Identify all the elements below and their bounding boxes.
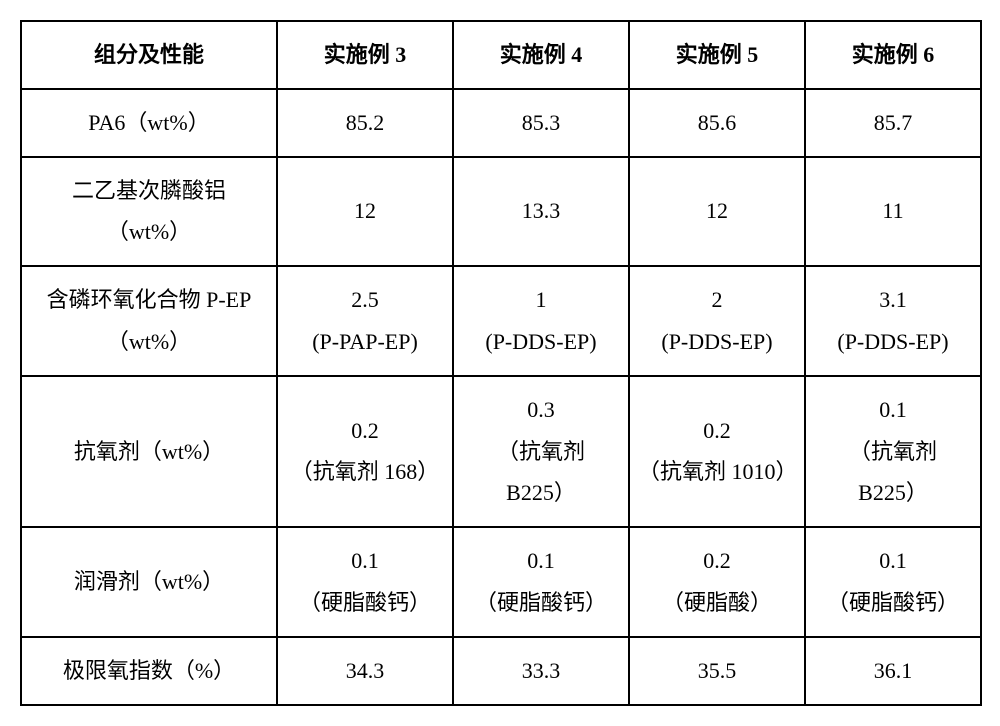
- table-row: 含磷环氧化合物 P-EP （wt%） 2.5 (P-PAP-EP) 1 (P-D…: [21, 266, 981, 376]
- col-header-label: 组分及性能: [21, 21, 277, 89]
- cell: 35.5: [629, 637, 805, 705]
- table-row: PA6（wt%） 85.2 85.3 85.6 85.7: [21, 89, 981, 157]
- cell: 13.3: [453, 157, 629, 267]
- cell: 3.1 (P-DDS-EP): [805, 266, 981, 376]
- col-header-ex4: 实施例 4: [453, 21, 629, 89]
- cell: 1 (P-DDS-EP): [453, 266, 629, 376]
- cell: 33.3: [453, 637, 629, 705]
- cell: 12: [277, 157, 453, 267]
- cell: 34.3: [277, 637, 453, 705]
- table-row: 抗氧剂（wt%） 0.2 （抗氧剂 168） 0.3 （抗氧剂 B225） 0.…: [21, 376, 981, 527]
- table-row: 二乙基次膦酸铝 （wt%） 12 13.3 12 11: [21, 157, 981, 267]
- cell: 0.3 （抗氧剂 B225）: [453, 376, 629, 527]
- table-row: 润滑剂（wt%） 0.1 （硬脂酸钙） 0.1 （硬脂酸钙） 0.2 （硬脂酸）…: [21, 527, 981, 637]
- row-label: 润滑剂（wt%）: [21, 527, 277, 637]
- cell: 85.6: [629, 89, 805, 157]
- header-row: 组分及性能 实施例 3 实施例 4 实施例 5 实施例 6: [21, 21, 981, 89]
- row-label: 含磷环氧化合物 P-EP （wt%）: [21, 266, 277, 376]
- cell: 2 (P-DDS-EP): [629, 266, 805, 376]
- row-label: 抗氧剂（wt%）: [21, 376, 277, 527]
- cell: 0.2 （抗氧剂 168）: [277, 376, 453, 527]
- composition-table: 组分及性能 实施例 3 实施例 4 实施例 5 实施例 6 PA6（wt%） 8…: [20, 20, 982, 706]
- cell: 0.1 （硬脂酸钙）: [805, 527, 981, 637]
- row-label: PA6（wt%）: [21, 89, 277, 157]
- row-label: 二乙基次膦酸铝 （wt%）: [21, 157, 277, 267]
- cell: 36.1: [805, 637, 981, 705]
- cell: 0.1 （硬脂酸钙）: [453, 527, 629, 637]
- cell: 0.2 （抗氧剂 1010）: [629, 376, 805, 527]
- cell: 2.5 (P-PAP-EP): [277, 266, 453, 376]
- cell: 0.2 （硬脂酸）: [629, 527, 805, 637]
- col-header-ex3: 实施例 3: [277, 21, 453, 89]
- table-row: 极限氧指数（%） 34.3 33.3 35.5 36.1: [21, 637, 981, 705]
- col-header-ex5: 实施例 5: [629, 21, 805, 89]
- row-label: 极限氧指数（%）: [21, 637, 277, 705]
- col-header-ex6: 实施例 6: [805, 21, 981, 89]
- cell: 12: [629, 157, 805, 267]
- cell: 85.7: [805, 89, 981, 157]
- cell: 85.2: [277, 89, 453, 157]
- cell: 85.3: [453, 89, 629, 157]
- cell: 11: [805, 157, 981, 267]
- cell: 0.1 （抗氧剂 B225）: [805, 376, 981, 527]
- cell: 0.1 （硬脂酸钙）: [277, 527, 453, 637]
